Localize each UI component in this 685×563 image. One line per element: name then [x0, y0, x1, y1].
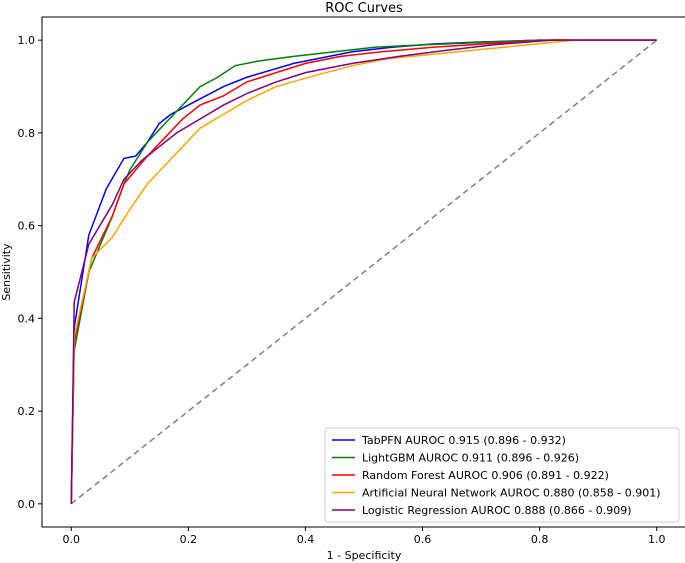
series-line-5 [70, 39, 657, 504]
legend-label-4: Artificial Neural Network AUROC 0.880 (0… [362, 487, 661, 500]
legend-label-1: TabPFN AUROC 0.915 (0.896 - 0.932) [361, 434, 566, 447]
reference-diagonal [70, 39, 658, 505]
y-tick-label: 1.0 [18, 34, 36, 47]
y-axis: 0.0 0.2 0.4 0.6 0.8 1.0 [18, 34, 42, 511]
y-tick-label: 0.2 [18, 405, 36, 418]
y-axis-label: Sensitivity [0, 243, 13, 301]
legend-label-2: LightGBM AUROC 0.911 (0.896 - 0.926) [362, 452, 579, 465]
legend-label-5: Logistic Regression AUROC 0.888 (0.866 -… [362, 504, 632, 517]
series-line-4 [70, 39, 657, 504]
legend-label-3: Random Forest AUROC 0.906 (0.891 - 0.922… [362, 469, 609, 482]
y-tick-label: 0.8 [18, 127, 36, 140]
x-tick-label: 0.8 [531, 533, 549, 546]
x-tick-label: 0.4 [297, 533, 315, 546]
series-line-3 [70, 39, 657, 504]
x-tick-label: 0.2 [180, 533, 198, 546]
plot-frame [41, 16, 685, 528]
series-line-2 [70, 39, 657, 504]
y-tick-label: 0.4 [18, 312, 36, 325]
x-tick-label: 0.0 [63, 533, 81, 546]
x-axis-label: 1 - Specificity [327, 549, 402, 562]
x-axis: 0.0 0.2 0.4 0.6 0.8 1.0 [63, 527, 666, 546]
plot-area [70, 39, 658, 505]
chart-title: ROC Curves [325, 1, 403, 16]
y-tick-label: 0.0 [18, 498, 36, 511]
legend-box [324, 427, 680, 523]
x-tick-label: 1.0 [648, 533, 666, 546]
y-tick-label: 0.6 [18, 220, 36, 233]
legend: TabPFN AUROC 0.915 (0.896 - 0.932) LightG… [324, 427, 680, 523]
x-tick-label: 0.6 [414, 533, 432, 546]
